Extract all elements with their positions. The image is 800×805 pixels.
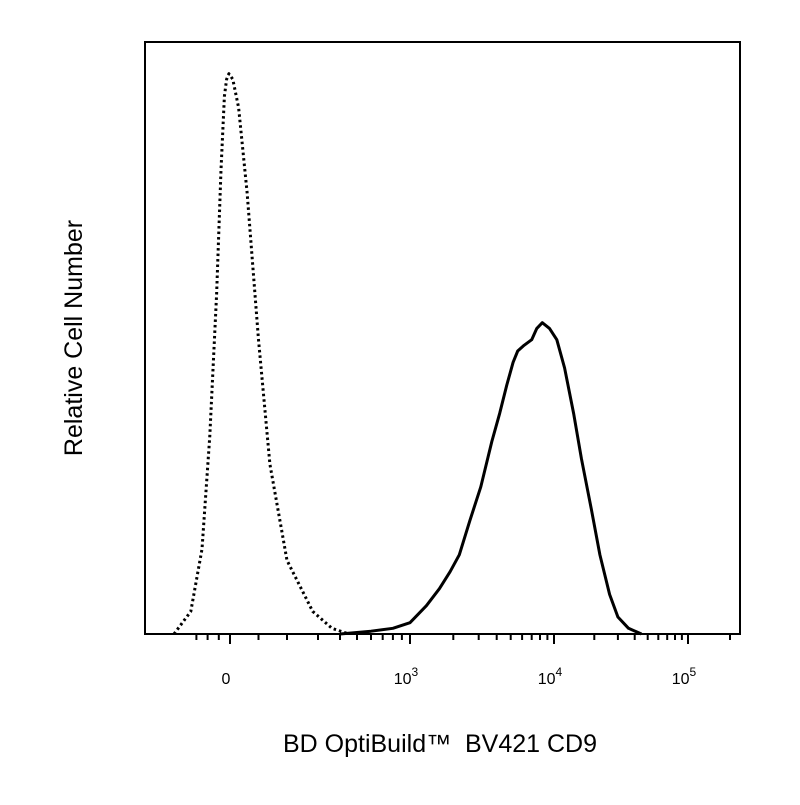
x-tick-label: 103 <box>394 665 419 688</box>
x-tick-label: 105 <box>672 665 697 688</box>
x-axis-label: BD OptiBuild™ BV421 CD9 <box>283 730 597 758</box>
cd9-stained-curve <box>339 321 643 636</box>
series-layer <box>172 72 643 636</box>
x-tick-labels: 0 103 104 105 <box>222 665 697 688</box>
minor-ticks <box>195 634 731 644</box>
y-axis-label: Relative Cell Number <box>60 220 88 456</box>
plot-frame <box>144 41 741 635</box>
isotype-control-curve <box>172 72 350 636</box>
x-tick-label: 104 <box>538 665 563 688</box>
x-tick-label: 0 <box>222 671 231 688</box>
